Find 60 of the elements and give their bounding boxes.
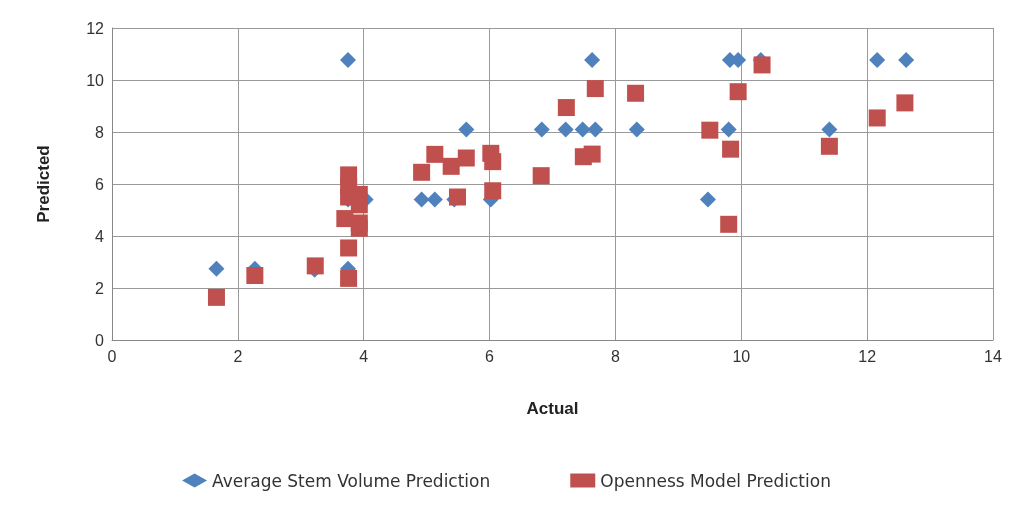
x-tick-label: 8 <box>610 347 620 365</box>
x-tick-label: 4 <box>359 347 369 365</box>
point <box>340 269 358 287</box>
x-tick-label: 2 <box>233 347 243 365</box>
point <box>484 153 502 171</box>
legend-label: Average Stem Volume Prediction <box>212 470 491 491</box>
point <box>426 145 444 163</box>
x-tick-label: 6 <box>485 347 495 365</box>
point <box>720 215 738 233</box>
point <box>532 167 550 185</box>
point <box>729 83 747 101</box>
point <box>821 121 838 138</box>
point <box>583 145 601 163</box>
y-tick-label: 12 <box>86 19 105 37</box>
point <box>898 51 915 68</box>
point <box>720 121 737 138</box>
point <box>627 84 645 102</box>
legend-label: Openness Model Prediction <box>600 470 831 491</box>
point <box>753 56 771 74</box>
y-tick-label: 4 <box>95 227 105 245</box>
x-tick-label: 0 <box>107 347 117 365</box>
point <box>557 99 575 117</box>
point <box>586 80 604 98</box>
point <box>533 121 550 138</box>
point <box>426 191 443 208</box>
point <box>413 163 431 181</box>
point <box>208 260 225 277</box>
point <box>584 51 601 68</box>
y-tick-label: 0 <box>95 331 105 349</box>
x-tick-label: 12 <box>858 347 877 365</box>
y-tick-label: 8 <box>95 123 105 141</box>
y-tick-label: 2 <box>95 279 105 297</box>
point <box>574 121 591 138</box>
point <box>484 182 502 200</box>
point <box>413 191 430 208</box>
point <box>350 196 368 214</box>
point <box>350 219 368 237</box>
y-axis-title: Predicted <box>34 145 53 223</box>
point <box>587 121 604 138</box>
point <box>628 121 645 138</box>
point <box>820 137 838 155</box>
point <box>699 191 716 208</box>
y-tick-label: 10 <box>86 71 105 89</box>
point <box>869 51 886 68</box>
point <box>557 121 574 138</box>
point <box>722 140 740 158</box>
point <box>339 51 356 68</box>
point <box>458 121 475 138</box>
point <box>896 94 914 112</box>
point <box>442 157 460 175</box>
point <box>340 239 358 257</box>
x-tick-label: 14 <box>984 347 1002 365</box>
y-tick-label: 6 <box>95 175 105 193</box>
point <box>701 121 719 139</box>
x-tick-label: 10 <box>732 347 751 365</box>
point <box>246 267 264 285</box>
point <box>457 149 475 167</box>
point <box>207 288 225 306</box>
x-axis-title: Actual <box>526 399 579 418</box>
point <box>868 109 886 127</box>
